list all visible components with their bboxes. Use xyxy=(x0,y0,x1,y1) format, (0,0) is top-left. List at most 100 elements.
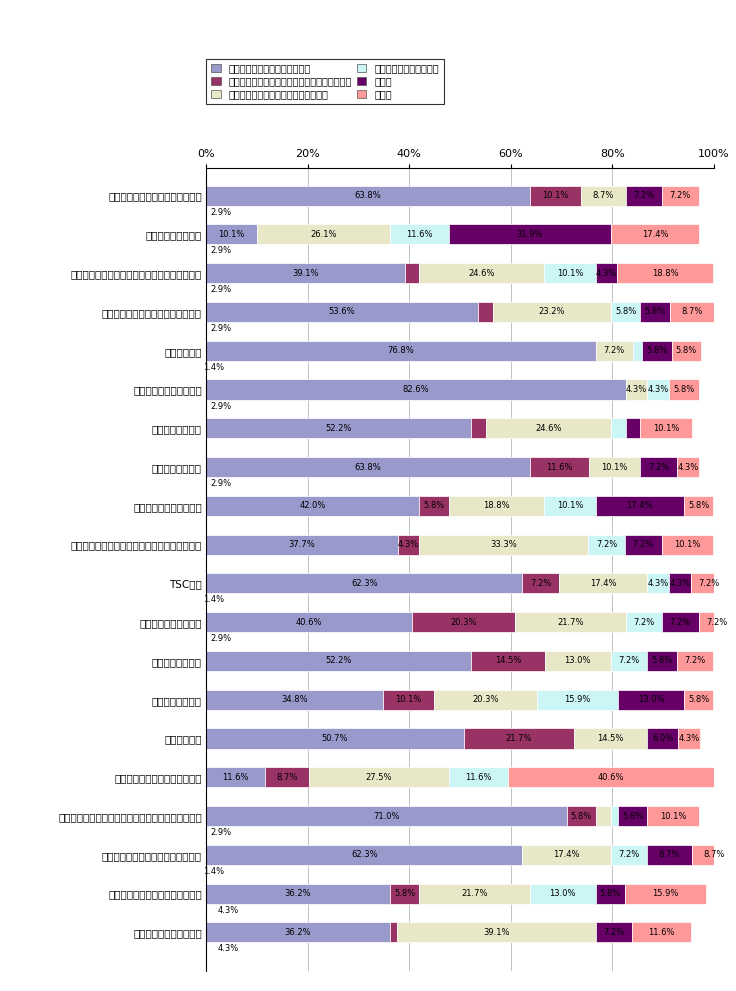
Bar xyxy=(449,767,508,788)
Bar xyxy=(206,496,420,516)
Text: 7.2%: 7.2% xyxy=(604,928,625,936)
Bar xyxy=(434,690,537,710)
Bar xyxy=(595,923,632,942)
Bar xyxy=(632,923,691,942)
Text: 2.9%: 2.9% xyxy=(210,634,231,643)
Text: 10.1%: 10.1% xyxy=(601,463,628,472)
Bar xyxy=(449,496,545,516)
Text: 8.7%: 8.7% xyxy=(681,307,703,316)
Text: 11.6%: 11.6% xyxy=(546,463,573,472)
Text: 52.2%: 52.2% xyxy=(325,424,352,433)
Bar xyxy=(206,380,626,399)
Text: 7.2%: 7.2% xyxy=(618,850,640,859)
Bar xyxy=(206,806,567,826)
Bar xyxy=(530,884,595,904)
Bar xyxy=(662,612,698,632)
Text: 4.3%: 4.3% xyxy=(398,540,419,549)
Text: 7.2%: 7.2% xyxy=(684,656,706,665)
Text: 10.1%: 10.1% xyxy=(395,696,422,705)
Text: 5.8%: 5.8% xyxy=(646,346,668,355)
Text: 13.0%: 13.0% xyxy=(637,696,664,705)
Bar xyxy=(567,806,596,826)
Bar xyxy=(684,496,713,516)
Bar xyxy=(206,457,530,477)
Text: 7.2%: 7.2% xyxy=(670,617,691,626)
Bar xyxy=(258,224,390,245)
Text: 13.0%: 13.0% xyxy=(549,889,576,898)
Text: 5.8%: 5.8% xyxy=(651,656,673,665)
Bar xyxy=(206,574,523,594)
Bar xyxy=(530,185,581,206)
Bar xyxy=(390,923,397,942)
Text: 76.8%: 76.8% xyxy=(388,346,414,355)
Bar xyxy=(420,263,545,283)
Text: 17.4%: 17.4% xyxy=(642,230,668,239)
Text: 39.1%: 39.1% xyxy=(483,928,509,936)
Text: 20.3%: 20.3% xyxy=(473,696,499,705)
Bar xyxy=(648,574,669,594)
Text: 1.4%: 1.4% xyxy=(202,596,224,605)
Bar xyxy=(648,806,698,826)
Bar xyxy=(471,651,545,671)
Text: 11.6%: 11.6% xyxy=(648,928,675,936)
Text: 39.1%: 39.1% xyxy=(292,269,319,277)
Text: 5.8%: 5.8% xyxy=(673,385,695,394)
Bar xyxy=(662,534,713,555)
Bar xyxy=(626,380,648,399)
Text: 2.9%: 2.9% xyxy=(210,828,231,837)
Text: 2.9%: 2.9% xyxy=(210,324,231,333)
Text: 7.2%: 7.2% xyxy=(707,617,728,626)
Bar xyxy=(691,574,728,594)
Bar xyxy=(515,612,626,632)
Text: 2.9%: 2.9% xyxy=(210,208,231,217)
Text: 8.7%: 8.7% xyxy=(703,850,724,859)
Text: 40.6%: 40.6% xyxy=(598,773,624,782)
Text: 63.8%: 63.8% xyxy=(355,191,381,200)
Bar xyxy=(648,651,677,671)
Bar xyxy=(397,534,420,555)
Bar xyxy=(383,690,434,710)
Bar xyxy=(640,302,670,322)
Bar xyxy=(523,844,611,865)
Bar xyxy=(662,185,698,206)
Bar xyxy=(678,728,700,748)
Bar xyxy=(677,457,698,477)
Bar xyxy=(471,418,486,438)
Bar xyxy=(618,263,713,283)
Text: 10.1%: 10.1% xyxy=(219,230,245,239)
Text: 7.2%: 7.2% xyxy=(604,346,625,355)
Text: 71.0%: 71.0% xyxy=(373,812,400,821)
Text: 33.3%: 33.3% xyxy=(491,540,517,549)
Bar xyxy=(390,884,420,904)
Text: 21.7%: 21.7% xyxy=(506,734,532,743)
Bar xyxy=(626,185,662,206)
Bar xyxy=(530,457,589,477)
Bar xyxy=(206,341,596,361)
Text: 7.2%: 7.2% xyxy=(633,540,654,549)
Bar xyxy=(684,690,713,710)
Bar xyxy=(478,302,493,322)
Legend: 活用し、充分な成果が得られた, 活用したが、それほどの成果は得られなかった, 活用したかったが、活用できなかった, 活用する必要がなかった, その他, 無回答: 活用し、充分な成果が得られた, 活用したが、それほどの成果は得られなかった, 活… xyxy=(206,58,444,104)
Text: 31.9%: 31.9% xyxy=(517,230,543,239)
Bar xyxy=(589,457,640,477)
Bar xyxy=(611,418,626,438)
Text: 5.8%: 5.8% xyxy=(600,889,621,898)
Bar xyxy=(206,923,390,942)
Text: 7.2%: 7.2% xyxy=(633,191,654,200)
Text: 4.3%: 4.3% xyxy=(677,463,698,472)
Text: 10.1%: 10.1% xyxy=(542,191,569,200)
Text: 17.4%: 17.4% xyxy=(626,501,653,510)
Text: 17.4%: 17.4% xyxy=(553,850,580,859)
Bar xyxy=(508,767,714,788)
Text: 21.7%: 21.7% xyxy=(461,889,488,898)
Bar xyxy=(669,380,698,399)
Text: 34.8%: 34.8% xyxy=(281,696,308,705)
Text: 8.7%: 8.7% xyxy=(592,191,614,200)
Bar xyxy=(595,884,625,904)
Text: 4.3%: 4.3% xyxy=(648,385,669,394)
Bar xyxy=(545,263,595,283)
Bar xyxy=(206,534,397,555)
Bar xyxy=(420,496,449,516)
Bar xyxy=(420,884,530,904)
Text: 7.2%: 7.2% xyxy=(633,617,654,626)
